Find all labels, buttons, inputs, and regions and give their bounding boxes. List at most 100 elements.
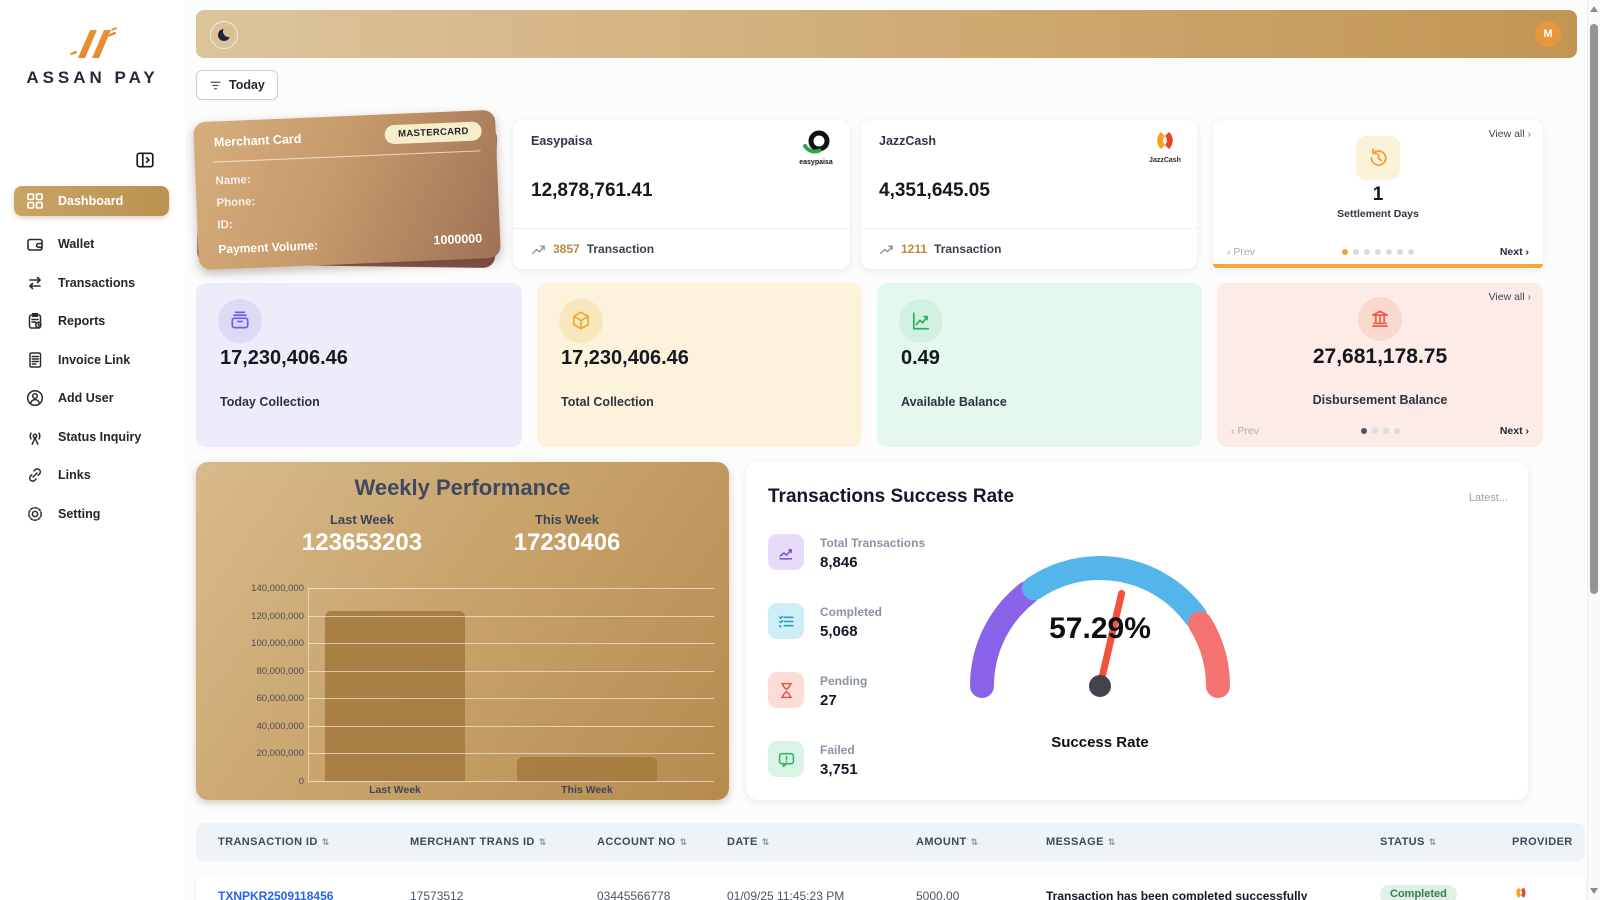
col-date[interactable]: DATE ⇅ [727, 836, 770, 848]
y-tick-label: 100,000,000 [251, 638, 304, 650]
jazzcash-title: JazzCash [879, 134, 936, 148]
stat-label: Failed [820, 743, 855, 757]
carousel-prev-button[interactable]: ‹ Prev [1227, 246, 1256, 258]
sidebar-item-links[interactable]: Links [0, 456, 185, 495]
carousel-dot[interactable] [1360, 428, 1367, 434]
svg-text:JazzCash: JazzCash [1149, 157, 1181, 164]
table-row[interactable]: TXNPKR2509118456 17573512 03445566778 01… [196, 876, 1585, 900]
carousel-dot[interactable] [1342, 249, 1348, 255]
available-balance-value: 0.49 [901, 347, 940, 369]
user-circle-icon [26, 389, 44, 407]
carousel-dot[interactable] [1364, 249, 1370, 255]
chevron-left-icon: ‹ [1231, 425, 1235, 437]
stat-value: 5,068 [820, 623, 858, 640]
sidebar-item-invoice-link[interactable]: Invoice Link [0, 341, 185, 380]
scroll-down-arrow-icon[interactable] [1590, 888, 1598, 894]
payment-volume-label: Payment Volume: [218, 238, 319, 257]
carousel-dot[interactable] [1353, 249, 1359, 255]
carousel-prev-button[interactable]: ‹ Prev [1231, 425, 1260, 437]
gauge-segment-mid [1022, 555, 1208, 629]
available-balance-card: 0.49 Available Balance [877, 283, 1202, 447]
total-collection-card: 17,230,406.46 Total Collection [537, 283, 862, 447]
sidebar-item-reports[interactable]: Reports [0, 302, 185, 341]
sort-icon[interactable]: ⇅ [970, 837, 979, 847]
col-account-no[interactable]: ACCOUNT NO ⇅ [597, 836, 688, 848]
sort-icon[interactable]: ⇅ [761, 837, 770, 847]
settlement-view-all-link[interactable]: View all › [1488, 128, 1532, 140]
stat-pending: Pending 27 [768, 672, 867, 709]
y-tick-label: 120,000,000 [251, 610, 304, 622]
brand-logo-icon [69, 27, 117, 58]
sidebar: ASSAN PAY Dashboard Wallet Transacti [0, 0, 185, 900]
gauge-needle [1096, 590, 1126, 690]
scrollbar-thumb[interactable] [1590, 24, 1598, 594]
carousel-dot[interactable] [1386, 249, 1392, 255]
stat-label: Pending [820, 674, 868, 688]
disbursement-view-all-link[interactable]: View all › [1488, 291, 1531, 303]
date-filter-button[interactable]: Today [196, 70, 278, 100]
latest-link[interactable]: Latest... [1468, 492, 1508, 504]
sort-icon[interactable]: ⇅ [1107, 837, 1116, 847]
sidebar-item-label: Status Inquiry [58, 429, 142, 444]
carousel-next-button[interactable]: Next › [1499, 246, 1529, 258]
x-tick-this-week: This Week [561, 784, 613, 796]
carousel-next-button[interactable]: Next › [1499, 425, 1530, 437]
user-avatar[interactable]: M [1535, 21, 1561, 47]
chevron-left-icon: ‹ [1227, 246, 1231, 258]
sidebar-item-label: Links [58, 468, 91, 483]
sidebar-item-status-inquiry[interactable]: Status Inquiry [0, 418, 185, 457]
y-axis-line [308, 588, 309, 781]
carousel-dot[interactable] [1375, 249, 1381, 255]
sort-icon[interactable]: ⇅ [679, 837, 688, 847]
y-tick-label: 60,000,000 [256, 693, 304, 705]
main-content: M Today Merchant Card MASTERCARD Name: P… [185, 0, 1600, 900]
sidebar-item-setting[interactable]: Setting [0, 495, 185, 534]
y-tick-label: 40,000,000 [256, 720, 304, 732]
cell-transaction-id[interactable]: TXNPKR2509118456 [218, 889, 334, 900]
sort-icon[interactable]: ⇅ [1428, 837, 1437, 847]
divider [212, 150, 481, 163]
carousel-dot[interactable] [1408, 249, 1414, 255]
cell-status: Completed [1358, 876, 1496, 900]
carousel-dot[interactable] [1393, 428, 1400, 434]
col-amount[interactable]: AMOUNT ⇅ [916, 836, 979, 848]
stat-label: Completed [820, 605, 883, 619]
stat-failed: Failed 3,751 [768, 741, 858, 778]
y-tick-label: 20,000,000 [256, 748, 304, 760]
sidebar-collapse-icon[interactable] [135, 150, 155, 170]
vertical-scrollbar[interactable] [1587, 0, 1600, 900]
stat-total-transactions: Total Transactions 8,846 [768, 534, 925, 571]
sort-icon[interactable]: ⇅ [321, 837, 330, 847]
col-merchant-trans-id[interactable]: MERCHANT TRANS ID ⇅ [410, 836, 547, 848]
sort-icon[interactable]: ⇅ [538, 837, 547, 847]
total-collection-label: Total Collection [561, 395, 654, 409]
col-message[interactable]: MESSAGE ⇅ [1046, 836, 1116, 848]
y-tick-label: 140,000,000 [251, 583, 304, 594]
chevron-right-icon: › [1527, 128, 1532, 140]
carousel-dot[interactable] [1382, 428, 1389, 434]
today-collection-card: 17,230,406.46 Today Collection [196, 283, 522, 447]
sidebar-item-add-user[interactable]: Add User [0, 379, 185, 418]
chevron-right-icon: › [1525, 425, 1530, 437]
col-status[interactable]: STATUS ⇅ [1380, 836, 1437, 848]
sidebar-item-wallet[interactable]: Wallet [0, 225, 185, 264]
sidebar-item-label: Invoice Link [58, 352, 131, 367]
merchant-card-title: Merchant Card [213, 131, 302, 150]
wallet-icon [26, 235, 44, 253]
dark-mode-toggle[interactable] [210, 21, 238, 49]
carousel-dot[interactable] [1397, 249, 1403, 255]
sidebar-item-label: Add User [58, 391, 114, 406]
jazzcash-balance-card: JazzCash JazzCash 4,351,645.05 1211 Tran… [861, 120, 1197, 269]
y-tick-label: 0 [298, 776, 304, 787]
bar-this-week [517, 757, 657, 781]
sidebar-item-dashboard[interactable]: Dashboard [14, 186, 169, 216]
carousel-dot[interactable] [1371, 428, 1378, 434]
cell-amount: 5000.00 [916, 889, 960, 900]
last-week-label: Last Week [329, 512, 395, 527]
sidebar-item-transactions[interactable]: Transactions [0, 264, 185, 303]
col-transaction-id[interactable]: TRANSACTION ID ⇅ [218, 836, 330, 848]
col-provider[interactable]: PROVIDER [1512, 836, 1573, 848]
brand-logo: ASSAN PAY [0, 26, 185, 88]
scroll-up-arrow-icon[interactable] [1590, 6, 1598, 12]
gauge-caption: Success Rate [1051, 734, 1149, 751]
